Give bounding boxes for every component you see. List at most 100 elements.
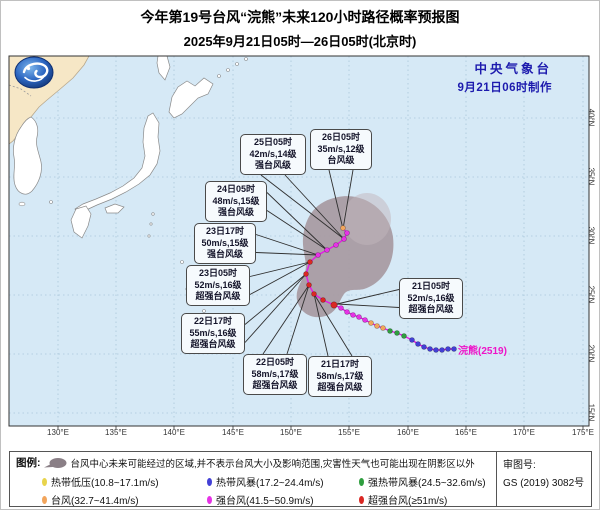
callout-grade: 超强台风级 [190, 339, 236, 350]
review-number: GS (2019) 3082号 [503, 477, 585, 489]
legend-panel: 图例: 台风中心未来可能经过的区域,并不表示台风大小及影响范围,灾害性天气也可能… [9, 451, 592, 507]
agency-block: 中央气象台 9月21日06时制作 [458, 58, 552, 95]
track-point-sty [315, 252, 321, 258]
forecast-callout-24日05时: 24日05时 48m/s,15级 强台风级 [205, 181, 267, 223]
callout-leader-line [342, 169, 354, 230]
lon-axis-label: 135°E [105, 428, 127, 437]
legend-item-sts: 强热带风暴(24.5~32.6m/s) [359, 474, 494, 489]
track-point-ts [451, 346, 457, 352]
track-point-super [330, 301, 338, 309]
legend-dot-ts [207, 477, 212, 486]
callout-wind: 50m/s,15级 [201, 237, 249, 248]
legend-item-ts: 热带风暴(17.2~24.4m/s) [207, 474, 359, 489]
korea-peninsula [13, 116, 42, 195]
callout-wind: 42m/s,14级 [249, 148, 297, 159]
track-point-super [307, 259, 313, 265]
track-point-super [320, 297, 326, 303]
bonin-island [180, 260, 184, 264]
track-point-super [311, 291, 317, 297]
callout-leader-line [336, 289, 400, 305]
track-point-ts [415, 341, 421, 347]
jeju-island [18, 201, 26, 207]
callout-leader-line [284, 174, 345, 240]
forecast-callout-22日05时: 22日05时 58m/s,17级 超强台风级 [243, 354, 307, 396]
lat-axis-label: 40°N [586, 108, 596, 127]
callout-time: 25日05时 [253, 137, 293, 147]
lon-axis-label: 145°E [222, 428, 244, 437]
legend-item-label: 强热带风暴(24.5~32.6m/s) [368, 478, 486, 489]
callout-wind: 52m/s,16级 [407, 292, 455, 303]
callout-wind: 55m/s,16级 [189, 327, 237, 338]
forecast-callout-22日17时: 22日17时 55m/s,16级 超强台风级 [181, 313, 245, 355]
legend-item-label: 台风(32.7~41.4m/s) [51, 496, 139, 507]
title-block: 今年第19号台风“浣熊”未来120小时路径概率预报图 2025年9月21日05时… [1, 7, 599, 50]
track-point-sty [338, 305, 344, 311]
storm-name-label: 浣熊(2519) [458, 346, 507, 357]
issue-time: 9月21日06时制作 [457, 82, 552, 94]
callout-leader-line [255, 252, 319, 256]
legend-dot-sts [359, 477, 364, 486]
legend-item-ty: 台风(32.7~41.4m/s) [42, 492, 207, 507]
callout-time: 21日17时 [320, 359, 360, 369]
lon-axis-label: 170°E [513, 428, 535, 437]
track-point-sts [387, 328, 393, 334]
track-point-sty [356, 314, 362, 320]
track-point-ts [409, 337, 415, 343]
track-point-ty [368, 320, 374, 326]
track-point-sts [394, 330, 400, 336]
lat-axis-label: 35°N [586, 167, 596, 186]
callout-leader-line [313, 293, 353, 357]
shadow-area-icon [43, 457, 66, 468]
callout-grade: 超强台风级 [317, 382, 363, 393]
probability-shadow-light [343, 193, 391, 245]
legend-title: 图例: [16, 457, 41, 469]
legend-item-label: 强台风(41.5~50.9m/s) [216, 496, 314, 507]
page-title: 今年第19号台风“浣熊”未来120小时路径概率预报图 [140, 9, 460, 25]
callout-wind: 58m/s,17级 [251, 368, 299, 379]
callout-grade: 台风级 [327, 155, 355, 166]
callout-leader-line [249, 261, 311, 277]
map-border [8, 55, 590, 427]
forecast-callout-26日05时: 26日05时 35m/s,12级 台风级 [310, 129, 372, 171]
legend-item-label: 热带风暴(17.2~24.4m/s) [216, 478, 324, 489]
kuril-island [235, 62, 239, 66]
callout-time: 23日17时 [205, 226, 245, 236]
bonin-island [202, 309, 206, 313]
callout-leader-line [262, 284, 310, 355]
forecast-callout-21日05时: 21日05时 52m/s,16级 超强台风级 [399, 278, 463, 320]
review-label: 审图号: [503, 460, 536, 471]
callout-time: 23日05时 [198, 268, 238, 278]
track-point-ts [433, 347, 439, 353]
track-point-ty [340, 225, 346, 231]
agency-name: 中央气象台 [474, 62, 552, 76]
lon-axis-label: 175°E [572, 428, 594, 437]
forecast-callout-23日17时: 23日17时 50m/s,15级 强台风级 [194, 223, 256, 265]
legend-item-super: 超强台风(≥51m/s) [359, 492, 494, 507]
sakhalin [156, 56, 171, 81]
callout-leader-line [266, 192, 328, 251]
forecast-callout-23日05时: 23日05时 52m/s,16级 超强台风级 [186, 265, 250, 307]
callout-leader-line [244, 273, 307, 343]
track-point-super [306, 282, 312, 288]
track-point-sty [344, 309, 350, 315]
callout-time: 24日05时 [216, 184, 256, 194]
shikoku [104, 203, 125, 214]
izu-island [149, 222, 153, 226]
izu-island [147, 234, 151, 238]
callout-grade: 强台风级 [254, 160, 291, 171]
track-point-sts [401, 333, 407, 339]
track-point-ts [421, 344, 427, 350]
callout-leader-line [249, 261, 311, 295]
country-border-dashed [9, 84, 32, 97]
track-point-sty [341, 236, 347, 242]
callout-leader-line [328, 169, 344, 230]
track-point-ty [374, 323, 380, 329]
legend-dot-td [42, 477, 47, 486]
lon-axis-label: 160°E [397, 428, 419, 437]
callout-grade: 超强台风级 [408, 304, 454, 315]
legend-main: 图例: 台风中心未来可能经过的区域,并不表示台风大小及影响范围,灾害性天气也可能… [10, 452, 496, 507]
map-review-block: 审图号: GS (2019) 3082号 [496, 452, 591, 506]
hokkaido [168, 77, 214, 119]
lat-axis-label: 15°N [586, 403, 596, 422]
